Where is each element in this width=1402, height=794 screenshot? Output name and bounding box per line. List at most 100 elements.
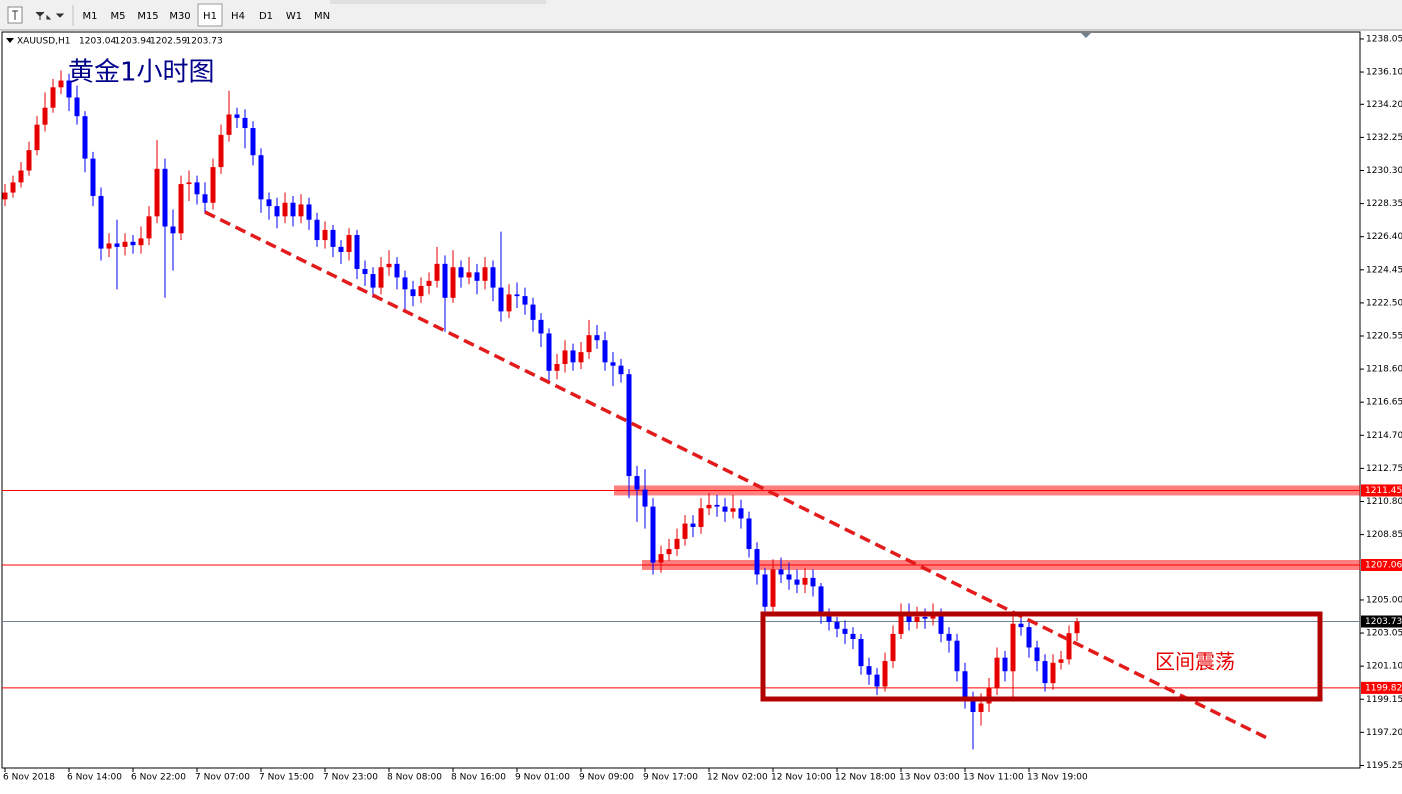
candle-body <box>818 586 824 616</box>
candle-body <box>2 192 8 200</box>
shift-marker[interactable] <box>1081 33 1091 38</box>
timeframe-label: MN <box>314 11 330 22</box>
candle-body <box>962 671 968 699</box>
timeframe-bar: M1 M5 M15 M30 H1 H4 D1 W1 MN <box>78 3 334 27</box>
timeframe-button[interactable] <box>310 4 334 26</box>
candle-body <box>378 267 384 288</box>
y-tick-label: 1238.05 <box>1366 34 1402 44</box>
level-label-box <box>1361 681 1402 694</box>
candle-body <box>34 124 40 151</box>
candle-body <box>770 569 776 607</box>
timeframe-button[interactable] <box>106 4 130 26</box>
candle-body <box>834 622 840 629</box>
candle-body <box>226 114 232 135</box>
candle-body <box>730 508 736 512</box>
title-annotation: 黄金1小时图 <box>68 58 215 88</box>
y-tick-label: 1214.70 <box>1366 431 1402 441</box>
timeframe-button[interactable] <box>166 4 194 26</box>
candle-body <box>522 296 528 305</box>
candle-body <box>1042 661 1048 684</box>
y-tick-label: 1205.00 <box>1366 595 1402 605</box>
candle-body <box>66 80 72 98</box>
candle-body <box>346 234 352 252</box>
candle-body <box>370 274 376 288</box>
candle-body <box>418 285 424 297</box>
candle-body <box>1074 621 1080 634</box>
candle-body <box>634 476 640 490</box>
timeframe-button[interactable] <box>197 3 223 27</box>
candle-body <box>778 569 784 575</box>
candle-body <box>898 611 904 634</box>
text-icon <box>12 10 18 20</box>
toolbar-strip <box>330 0 546 4</box>
candle-body <box>690 523 696 527</box>
y-tick-label: 1216.65 <box>1366 398 1402 408</box>
x-tick-label: 13 Nov 19:00 <box>1027 773 1088 783</box>
header-arrow[interactable] <box>6 38 14 43</box>
candle-body <box>290 202 296 217</box>
levels: 1211.45 1207.06 1199.82 1203.73 <box>2 484 1402 694</box>
candle-body <box>610 362 616 366</box>
candle-body <box>146 216 152 239</box>
timeframe-button[interactable] <box>78 4 102 26</box>
y-tick-label: 1212.75 <box>1366 464 1402 474</box>
candle-body <box>274 206 280 217</box>
candle-body <box>882 661 888 687</box>
candle-body <box>458 267 464 278</box>
tools-icon[interactable] <box>35 11 65 20</box>
timeframe-button[interactable] <box>226 4 250 26</box>
y-tick-label: 1232.25 <box>1366 133 1402 143</box>
candle-body <box>858 638 864 667</box>
y-tick-label: 1226.40 <box>1366 232 1402 242</box>
candle-body <box>410 289 416 297</box>
candle-body <box>474 272 480 281</box>
candle-body <box>282 202 288 217</box>
candle-body <box>210 167 216 203</box>
timeframe-label: M30 <box>169 11 190 22</box>
candle-body <box>530 304 536 320</box>
candle-body <box>466 272 472 278</box>
bid-label-box <box>1361 615 1402 628</box>
candle-body <box>714 504 720 507</box>
candle-body <box>554 364 560 371</box>
candle-body <box>90 158 96 196</box>
candle-body <box>658 554 664 563</box>
candles <box>2 70 1080 750</box>
candle-body <box>754 549 760 575</box>
candle-body <box>866 666 872 675</box>
y-tick-label: 1203.05 <box>1366 629 1402 639</box>
candle-body <box>1050 662 1056 684</box>
candle-body <box>178 184 184 234</box>
candle-body <box>978 703 984 712</box>
candle-body <box>202 194 208 203</box>
candle-body <box>306 204 312 220</box>
range-box[interactable] <box>760 611 1323 702</box>
x-tick-label: 7 Nov 07:00 <box>195 773 250 783</box>
candle-body <box>538 319 544 334</box>
candle-body <box>810 577 816 587</box>
level-label-box <box>1361 558 1402 571</box>
timeframe-button[interactable] <box>254 4 278 26</box>
y-tick-label: 1220.55 <box>1366 331 1402 341</box>
y-tick-label: 1218.60 <box>1366 365 1402 375</box>
candle-body <box>82 116 88 159</box>
x-tick-label: 12 Nov 18:00 <box>835 773 896 783</box>
candle-body <box>706 504 712 509</box>
candle-body <box>682 523 688 539</box>
candle-body <box>218 134 224 168</box>
candle-body <box>10 182 16 193</box>
timeframe-button[interactable] <box>282 4 306 26</box>
y-tick-label: 1201.10 <box>1366 662 1402 672</box>
range-annotation: 区间震荡 <box>1155 650 1235 674</box>
candle-body <box>1002 657 1008 672</box>
trend-line[interactable] <box>204 210 1268 740</box>
candle-body <box>482 267 488 281</box>
timeframe-label: D1 <box>259 11 273 22</box>
candle-body <box>930 615 936 619</box>
y-tick-label: 1195.25 <box>1366 761 1402 771</box>
timeframe-button[interactable] <box>134 4 162 26</box>
level-label: 1211.45 <box>1365 486 1402 496</box>
candle-body <box>802 577 808 585</box>
level-label: 1199.82 <box>1365 683 1402 693</box>
